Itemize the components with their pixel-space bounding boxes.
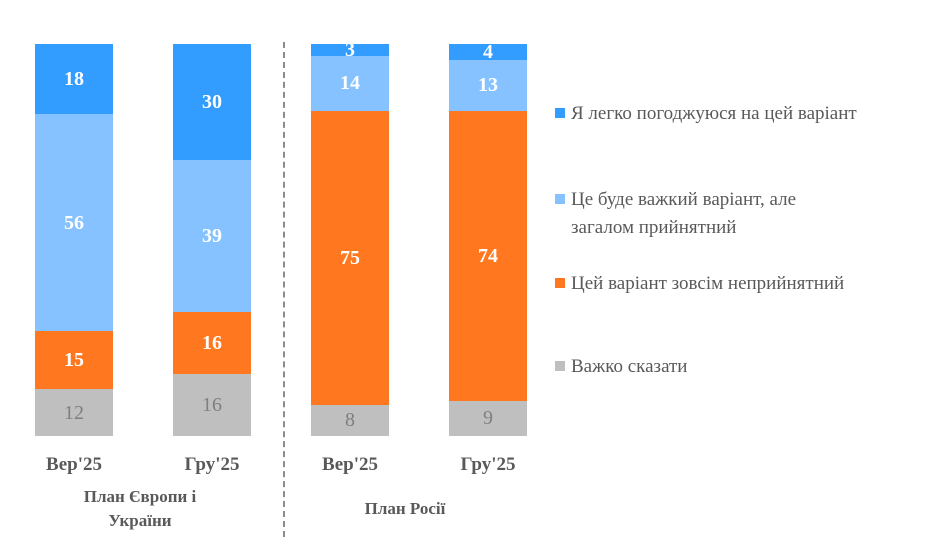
legend-label: Я легко погоджуюся на цей варіант [571,103,857,124]
group-label-europe-ukraine: План Європи і України [40,485,240,533]
bar-europe-ukraine-dec25: 30 39 16 16 [173,44,251,436]
legend-item-hard-to-say: Важко сказати [555,353,911,381]
legend-label: Це буде важкий варіант, але загалом прий… [571,189,797,238]
segment-easily-agree: 30 [173,44,251,161]
legend-swatch-icon [555,108,565,118]
segment-hard-to-say: 12 [35,389,113,436]
segment-unacceptable: 15 [35,331,113,390]
segment-unacceptable: 16 [173,311,251,374]
segment-difficult-acceptable: 13 [449,59,527,111]
x-label-dec25-europe: Гру'25 [184,454,240,475]
group-label-line1: План Європи і [83,487,197,506]
legend-item-difficult-acceptable: Це буде важкий варіант, але загалом прий… [555,186,861,242]
legend-item-unacceptable: Цей варіант зовсім неприйнятний [555,270,911,298]
bar-europe-ukraine-sep25: 18 56 15 12 [35,44,113,436]
group-label-line2: України [108,511,172,530]
x-label-sep25-russia: Вер'25 [322,454,378,475]
group-label-russia: План Росії [364,499,446,518]
bar-russia-dec25: 4 13 74 9 [449,44,527,436]
legend-label: Цей варіант зовсім неприйнятний [571,273,845,294]
bar-russia-sep25: 3 14 75 8 [311,44,389,436]
segment-unacceptable: 75 [311,110,389,405]
legend-swatch-icon [555,194,565,204]
legend-item-easily-agree: Я легко погоджуюся на цей варіант [555,100,861,128]
segment-hard-to-say: 8 [311,404,389,436]
group-divider [283,42,285,537]
legend-swatch-icon [555,278,565,288]
segment-easily-agree: 18 [35,44,113,114]
segment-hard-to-say: 16 [173,373,251,436]
segment-unacceptable: 74 [449,110,527,401]
segment-difficult-acceptable: 56 [35,113,113,332]
legend-swatch-icon [555,361,565,371]
segment-easily-agree: 3 [311,44,389,56]
x-label-dec25-russia: Гру'25 [460,454,516,475]
segment-difficult-acceptable: 39 [173,160,251,312]
segment-hard-to-say: 9 [449,400,527,436]
x-label-sep25-europe: Вер'25 [46,454,102,475]
legend-label: Важко сказати [571,356,688,377]
segment-difficult-acceptable: 14 [311,55,389,111]
segment-easily-agree: 4 [449,44,527,60]
